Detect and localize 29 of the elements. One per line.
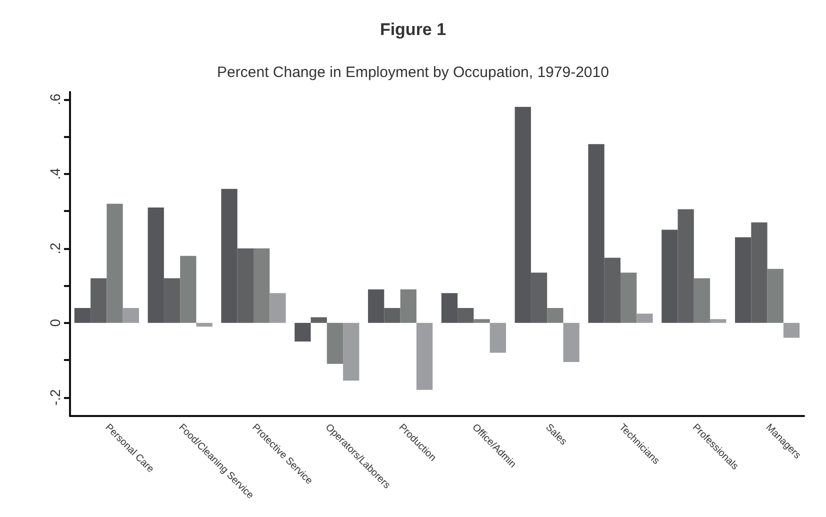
bar — [783, 322, 800, 338]
bar — [636, 314, 653, 323]
bar — [343, 322, 360, 381]
chart-subtitle: Percent Change in Employment by Occupation, 1979-2010 — [217, 64, 609, 81]
bar — [710, 319, 726, 323]
bar — [400, 289, 416, 323]
bar — [254, 248, 270, 323]
bar — [180, 256, 196, 323]
y-tick-label: .6 — [47, 93, 63, 106]
bar — [490, 322, 506, 353]
bar — [563, 322, 580, 362]
y-tick-label: -.2 — [47, 389, 63, 406]
bar — [196, 322, 212, 327]
bar — [620, 272, 637, 323]
bar — [106, 204, 123, 323]
bar — [294, 322, 311, 342]
bar — [547, 308, 564, 323]
bar — [767, 268, 784, 323]
bar — [474, 319, 490, 323]
bar — [416, 322, 433, 390]
bar — [270, 293, 286, 323]
bar — [122, 308, 139, 323]
chart-title: Figure 1 — [380, 20, 446, 39]
bar — [310, 317, 327, 323]
y-tick-label: .4 — [47, 168, 63, 180]
bar — [326, 322, 344, 364]
bar — [694, 278, 710, 323]
y-tick-label: .2 — [47, 242, 63, 254]
y-tick-label: 0 — [47, 318, 63, 327]
